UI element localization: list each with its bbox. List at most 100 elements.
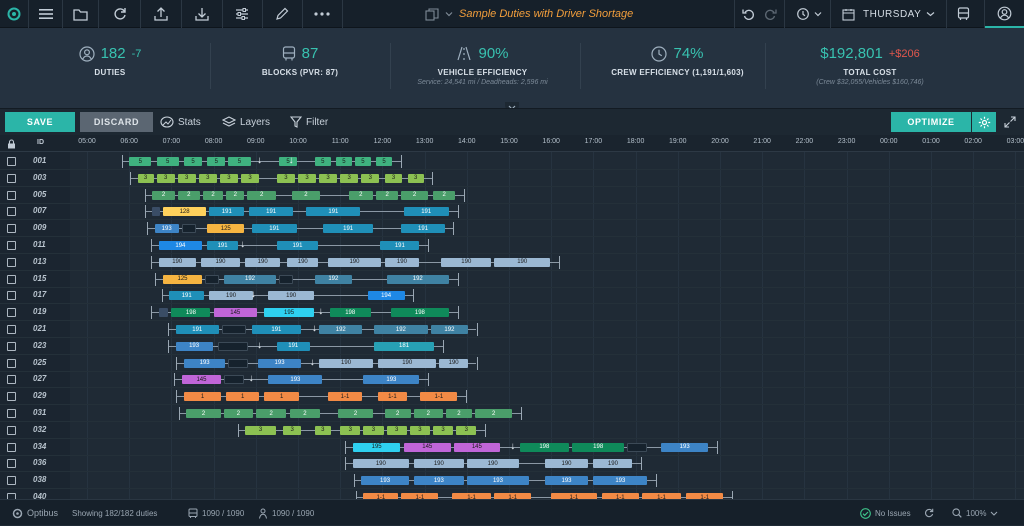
trip-block[interactable]: 5 bbox=[314, 157, 331, 166]
relief-arrow-icon[interactable]: ↓ bbox=[257, 339, 263, 351]
duty-row[interactable]: 032 3 3 3 3 3 3 3 3 3 bbox=[0, 422, 1024, 439]
duty-row[interactable]: 031 2 2 2 2 2 2 2 2 2 bbox=[0, 405, 1024, 422]
duty-boundary-tick[interactable] bbox=[400, 155, 402, 168]
duty-row[interactable]: 015 125 192 192 192 bbox=[0, 271, 1024, 288]
trip-block[interactable]: 190 bbox=[466, 459, 519, 469]
stat-crew-efficiency[interactable]: 74% CREW EFFICIENCY (1,191/1,603) bbox=[595, 28, 760, 108]
duty-row[interactable]: 023 193 191 181 ↓ bbox=[0, 338, 1024, 355]
duty-boundary-tick[interactable] bbox=[345, 440, 347, 454]
break-block[interactable] bbox=[627, 442, 648, 452]
trip-block[interactable]: 2 bbox=[401, 190, 428, 200]
duty-boundary-tick[interactable] bbox=[176, 356, 178, 370]
row-checkbox[interactable] bbox=[7, 157, 16, 166]
row-checkbox[interactable] bbox=[7, 425, 16, 435]
break-block[interactable] bbox=[228, 358, 249, 368]
duty-boundary-tick[interactable] bbox=[151, 255, 153, 269]
refresh-icon[interactable] bbox=[106, 0, 134, 28]
trip-block[interactable]: 3 bbox=[283, 425, 302, 435]
trip-block[interactable]: 190 bbox=[245, 257, 281, 267]
duty-boundary-tick[interactable] bbox=[130, 171, 132, 185]
trip-block[interactable]: 190 bbox=[414, 459, 464, 469]
trip-block[interactable]: 5 bbox=[228, 157, 251, 166]
duty-boundary-tick[interactable] bbox=[151, 239, 153, 252]
trip-block[interactable]: 190 bbox=[544, 459, 589, 469]
trip-block[interactable]: 3 bbox=[340, 425, 361, 435]
trip-block[interactable]: 190 bbox=[158, 257, 196, 267]
duty-row[interactable]: 040 1-1 1-1 1-1 1-1 1-1 1-1 1-1 1-1 bbox=[0, 489, 1024, 499]
trip-block[interactable]: 193 bbox=[660, 442, 709, 452]
duty-row[interactable]: 011 194 191 191 191 ↓ bbox=[0, 237, 1024, 254]
stat-duties[interactable]: 182 -7 DUTIES bbox=[40, 28, 180, 108]
duty-boundary-tick[interactable] bbox=[457, 306, 459, 320]
duty-boundary-tick[interactable] bbox=[151, 306, 153, 320]
row-checkbox[interactable] bbox=[7, 257, 16, 267]
duty-row[interactable]: 029 1 1 1 1-1 1-1 1-1 bbox=[0, 388, 1024, 406]
duty-boundary-tick[interactable] bbox=[520, 407, 522, 420]
trip-block[interactable]: 198 bbox=[390, 308, 449, 318]
duty-boundary-tick[interactable] bbox=[484, 423, 486, 437]
schedule-title[interactable]: Sample Duties with Driver Shortage bbox=[425, 0, 633, 28]
duty-boundary-tick[interactable] bbox=[121, 155, 123, 168]
trip-block[interactable]: 5 bbox=[156, 157, 179, 166]
duty-boundary-tick[interactable] bbox=[655, 474, 657, 488]
trip-block[interactable]: 3 bbox=[276, 173, 295, 183]
trip-block[interactable]: 1 bbox=[226, 392, 259, 402]
history-dropdown[interactable] bbox=[790, 0, 828, 28]
relief-arrow-icon[interactable]: ↓ bbox=[257, 155, 263, 166]
undo-icon[interactable] bbox=[737, 0, 759, 28]
trip-block[interactable]: 145 bbox=[454, 442, 500, 452]
trip-block[interactable]: 190 bbox=[441, 257, 492, 267]
trip-block[interactable]: 145 bbox=[213, 308, 257, 318]
trip-block[interactable]: 193 bbox=[184, 358, 226, 368]
trip-block[interactable]: 198 bbox=[519, 442, 570, 452]
trip-block[interactable]: 192 bbox=[319, 325, 363, 334]
row-checkbox[interactable] bbox=[7, 442, 16, 452]
relief-arrow-icon[interactable]: ↓ bbox=[309, 356, 315, 368]
trip-block[interactable]: 190 bbox=[319, 358, 373, 368]
row-checkbox[interactable] bbox=[7, 224, 16, 234]
trip-block[interactable]: 2 bbox=[255, 409, 287, 418]
trip-block[interactable]: 191 bbox=[380, 241, 420, 250]
duty-row[interactable]: 005 2 2 2 2 2 2 2 2 2 2 bbox=[0, 187, 1024, 204]
duty-row[interactable]: 019 198 145 195 198 198 ↓ bbox=[0, 304, 1024, 322]
duty-boundary-tick[interactable] bbox=[641, 457, 643, 471]
trip-block[interactable]: 1-1 bbox=[551, 493, 597, 499]
duty-row[interactable]: 009 193 125 191 191 191 bbox=[0, 220, 1024, 238]
duty-row[interactable]: 025 193 193 190 190 190 ↓ bbox=[0, 355, 1024, 372]
bus-view-icon[interactable] bbox=[950, 0, 976, 28]
trip-block[interactable]: 1-1 bbox=[363, 493, 399, 499]
row-checkbox[interactable] bbox=[7, 375, 16, 385]
trip-block[interactable]: 2 bbox=[226, 190, 245, 200]
row-checkbox[interactable] bbox=[7, 493, 16, 499]
break-block[interactable] bbox=[279, 274, 293, 284]
filter-button[interactable]: Filter bbox=[290, 112, 328, 132]
duty-boundary-tick[interactable] bbox=[144, 188, 146, 202]
trip-block[interactable]: 190 bbox=[268, 291, 314, 301]
trip-block[interactable]: 3 bbox=[319, 173, 338, 183]
trip-block[interactable]: 193 bbox=[414, 476, 464, 486]
break-block[interactable] bbox=[205, 274, 219, 284]
trip-block[interactable]: 2 bbox=[177, 190, 200, 200]
sliders-icon[interactable] bbox=[228, 0, 256, 28]
duty-boundary-tick[interactable] bbox=[465, 390, 467, 404]
stat-vehicle-efficiency[interactable]: 90% VEHICLE EFFICIENCY Service: 24,541 m… bbox=[395, 28, 570, 108]
trip-block[interactable]: 2 bbox=[433, 190, 456, 200]
trip-block[interactable]: 3 bbox=[340, 173, 359, 183]
trip-block[interactable]: 191 bbox=[276, 241, 319, 250]
trip-block[interactable]: 191 bbox=[323, 224, 373, 234]
optibus-logo-icon[interactable] bbox=[0, 0, 28, 28]
trip-block[interactable]: 3 bbox=[433, 425, 454, 435]
trip-block[interactable]: 5 bbox=[207, 157, 226, 166]
duty-boundary-tick[interactable] bbox=[237, 423, 239, 437]
row-checkbox[interactable] bbox=[7, 409, 16, 418]
menu-icon[interactable] bbox=[32, 0, 60, 28]
row-checkbox[interactable] bbox=[7, 325, 16, 334]
trip-block[interactable]: 2 bbox=[376, 190, 399, 200]
zoom-control[interactable]: 100% bbox=[952, 500, 998, 526]
duty-boundary-tick[interactable] bbox=[176, 390, 178, 404]
trip-block[interactable]: 2 bbox=[152, 190, 175, 200]
trip-block[interactable]: 2 bbox=[291, 190, 321, 200]
day-selector[interactable]: THURSDAY bbox=[834, 0, 944, 28]
duty-boundary-tick[interactable] bbox=[355, 491, 357, 499]
trip-block[interactable]: 3 bbox=[245, 425, 276, 435]
